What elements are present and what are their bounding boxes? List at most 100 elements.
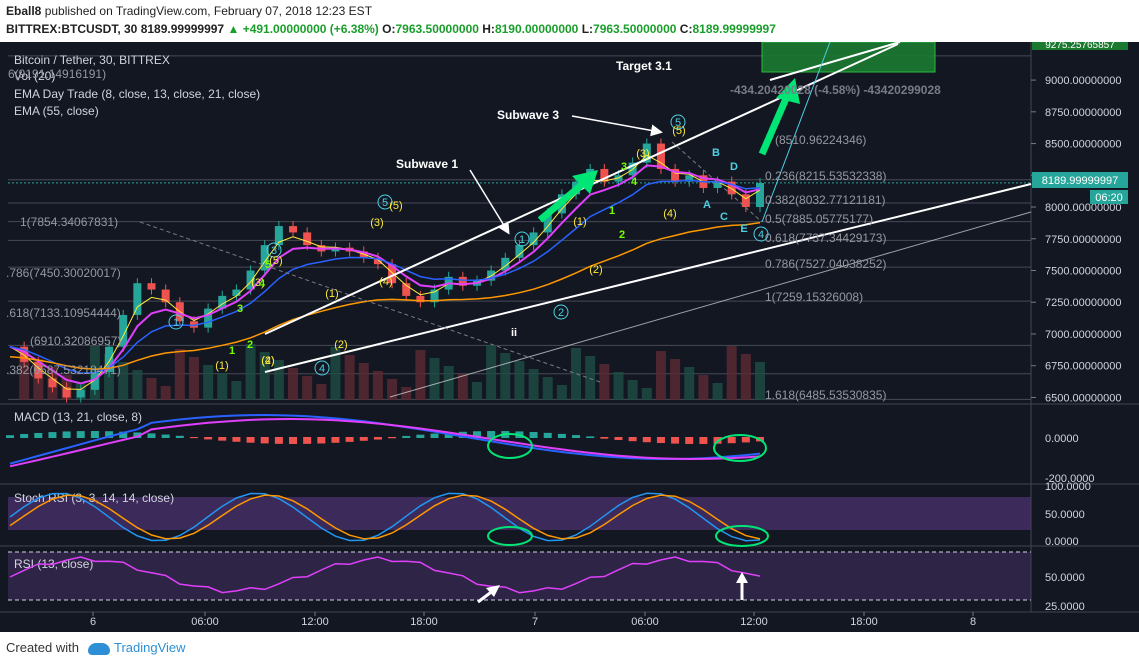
brand-name: TradingView [114,640,186,655]
candle [359,251,368,258]
candle [614,175,623,182]
macd-histogram-bar [48,432,57,438]
fib-label: 1(7259.15326008) [765,290,863,304]
low-label: L: [581,22,594,36]
macd-histogram-bar [90,431,99,438]
wave-circle [314,360,330,376]
candle [161,289,170,303]
last-price: 8189.99999997 [140,22,225,36]
price-tick-label: 8000.00000000 [1045,202,1121,214]
macd-histogram-bar [189,437,198,439]
measure-label: -434.20420028 (-4.58%) -43420299028 [730,83,941,97]
candle [232,289,241,296]
wave-label-plain: 1 [229,345,235,357]
ohlc-line: BITTREX:BTCUSDT, 30 8189.99999997 ▲ +491… [6,22,776,36]
candle [642,143,651,163]
wave-label-circled: 2 [558,307,564,319]
time-tick-label: 12:00 [740,616,768,628]
macd-histogram-bar [34,432,43,438]
stoch-circle-2 [715,525,769,547]
macd-histogram-bar [105,431,114,438]
macd-histogram-bar [416,434,425,438]
macd-tick: -200.0000 [1045,473,1095,485]
macd-histogram-bar [430,433,439,438]
wave-label-plain: 2 [247,339,253,351]
candle [289,226,298,233]
volume-bar [231,381,242,400]
candle [303,232,312,246]
volume-bar [273,360,284,400]
macd-histogram-bar [628,437,637,442]
subwave1-label: Subwave 1 [396,157,458,171]
wave-label-abc: E [740,223,747,235]
stoch-title: Stoch RSI (3, 3, 14, 14, close) [14,491,174,505]
fib-label: 0.5(7885.05775177) [765,212,873,226]
fib-label: 0.618(7737.34429173) [765,231,886,245]
rsi-line [9,556,761,594]
time-tick-label: 6 [90,616,96,628]
macd-histogram-bar [642,437,651,443]
legend-ema55: EMA (55, close) [14,104,99,118]
volume-bar [401,387,412,400]
candle [34,361,43,379]
candle [204,308,213,328]
macd-histogram-bar [20,434,29,438]
volume-bar [514,361,525,400]
stoch-band [8,497,1031,530]
macd-histogram-bar [487,431,496,438]
wave-label-abc: A [703,199,711,211]
candle [373,257,382,265]
volume-bar [118,362,129,400]
volume-bar [457,374,468,400]
price-pane[interactable] [0,42,1031,404]
ema55-line [9,221,761,370]
author-name[interactable]: Eball8 [6,4,42,18]
wave-label-paren: (4) [261,355,274,367]
volume-bar [684,367,695,400]
chart-svg[interactable]: 9000.00000000 8750.00000000 8500.00000000 8… [0,42,1139,632]
cloud-icon [88,642,110,655]
candle [189,321,198,328]
channel-outer [389,211,1032,398]
footer: Created with TradingView [0,632,1139,665]
candle [515,245,524,258]
top-price-text: 9275.25765857 [1045,42,1115,51]
wave-label-circled: 3 [271,245,277,257]
time-tick-label: 06:00 [191,616,219,628]
price-tick-label: 8500.00000000 [1045,139,1121,151]
macd-histogram-bar [600,437,609,439]
fib-label: 0.786(7527.04038252) [765,257,886,271]
wave-label-paren: (1) [215,360,228,372]
time-tick-label: 18:00 [850,616,878,628]
candle [388,264,397,284]
rsi-arrow-2 [736,572,748,600]
price-tick-label: 8750.00000000 [1045,107,1121,119]
publish-text: published on TradingView.com, February 0… [44,4,373,18]
chart-area[interactable]: 9000.00000000 8750.00000000 8500.00000000 8… [0,42,1139,632]
fib-label: (6910.32086957) [30,334,121,348]
macd-histogram-bar [472,431,481,438]
high-label: H: [482,22,495,36]
volume-bar [344,355,355,400]
macd-pane[interactable] [0,404,1031,484]
wave-label-paren: (1) [325,288,338,300]
volume-bar [471,382,482,400]
stoch-circle-1 [487,526,533,546]
wave-label-plain: 3 [237,303,243,315]
macd-histogram-bar [133,432,142,438]
candle [105,346,114,373]
volume-bar [19,351,30,400]
volume-bar [698,375,709,400]
wave-circle [753,226,769,242]
macd-histogram-bar [76,431,85,438]
wave-label-paren: (3) [251,277,264,289]
price-tick-label: 9000.00000000 [1045,75,1121,87]
macd-histogram-bar [529,432,538,438]
wave-label-paren: (4) [663,208,676,220]
ema-slow-line [9,179,761,374]
macd-histogram-bar [331,437,340,443]
target-line [769,42,901,81]
fib-label: 0.382(8032.77121181) [765,193,886,207]
tradingview-logo[interactable]: TradingView [88,640,186,655]
candle [90,372,99,390]
